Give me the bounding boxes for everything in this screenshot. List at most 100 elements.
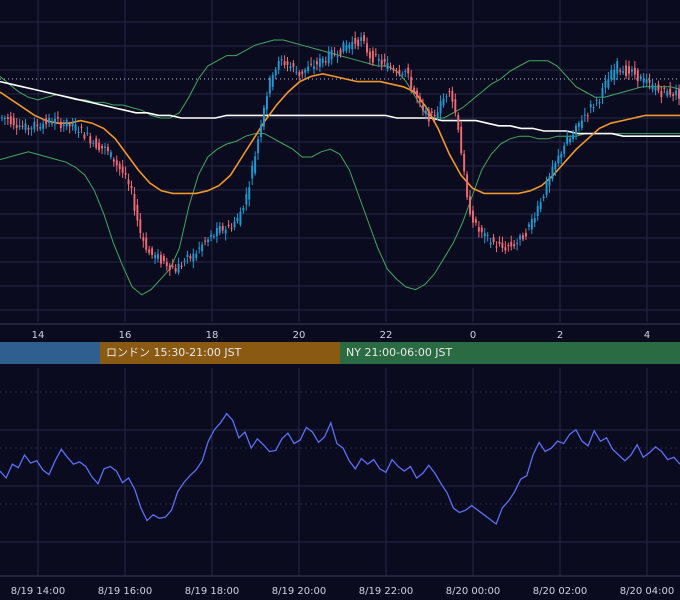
candle-body	[363, 35, 366, 42]
indicator-series-line	[0, 412, 680, 526]
candle-body	[24, 123, 27, 131]
candle-body	[74, 124, 77, 131]
candle-body	[566, 137, 569, 144]
candle-body	[95, 138, 98, 148]
candle-body	[315, 61, 318, 65]
candle-body	[239, 211, 242, 225]
candle-body	[257, 139, 260, 154]
candle-body	[327, 51, 330, 64]
candle-body	[630, 69, 633, 72]
candle-body	[619, 70, 622, 72]
indicator-x-tick-label: 8/19 18:00	[185, 586, 239, 597]
candle-body	[463, 153, 466, 172]
candle-body	[530, 219, 533, 230]
candle-body	[248, 187, 251, 200]
candle-body	[575, 125, 577, 135]
candle-body	[424, 110, 427, 114]
candle-body	[486, 234, 489, 236]
candle-body	[392, 68, 395, 71]
candle-body	[68, 124, 71, 127]
x-tick-label: 14	[32, 330, 45, 341]
candle-body	[489, 242, 492, 245]
candle-body	[301, 71, 304, 74]
candle-body	[215, 228, 218, 237]
candle-body	[298, 72, 301, 77]
candle-body	[27, 127, 30, 130]
candle-body	[115, 160, 118, 166]
candle-body	[204, 240, 207, 242]
candle-body	[648, 80, 651, 83]
candle-body	[410, 76, 413, 89]
candle-body	[136, 204, 139, 221]
indicator-chart[interactable]: 8/19 14:00 8/19 16:00 8/19 18:00 8/19 20:00…	[0, 368, 680, 600]
candle-body	[524, 232, 527, 237]
candle-body	[9, 116, 12, 125]
candle-body	[351, 41, 354, 50]
indicator-chart-grid	[0, 368, 680, 576]
candle-body	[545, 180, 548, 195]
candle-body	[109, 152, 112, 158]
candle-body	[663, 87, 666, 89]
x-tick-label: 22	[380, 330, 393, 341]
candle-body	[260, 125, 262, 137]
indicator-chart-x-axis: 8/19 14:00 8/19 16:00 8/19 18:00 8/19 20:00…	[0, 575, 680, 597]
price-chart-x-axis: 14 16 18 20 22 0 2 4	[0, 323, 680, 341]
candle-body	[419, 96, 421, 102]
price-chart[interactable]: 14 16 18 20 22 0 2 4	[0, 0, 680, 342]
candle-body	[371, 50, 374, 63]
candle-body	[583, 114, 586, 116]
candle-body	[221, 225, 224, 231]
candle-body	[598, 102, 601, 104]
candle-body	[339, 49, 342, 55]
indicator-x-tick-label: 8/20 02:00	[533, 586, 587, 597]
candle-body	[183, 261, 186, 263]
candle-body	[430, 111, 433, 113]
candle-body	[56, 117, 59, 119]
candle-body	[651, 84, 654, 90]
candle-body	[416, 90, 419, 98]
candle-body	[604, 81, 607, 88]
candle-body	[607, 78, 610, 88]
candle-body	[162, 256, 165, 262]
candle-body	[210, 235, 212, 237]
candle-body	[589, 104, 592, 108]
candle-body	[236, 217, 239, 222]
candle-body	[466, 174, 469, 198]
candle-body	[33, 121, 36, 130]
candle-body	[98, 142, 101, 151]
candle-body	[192, 253, 195, 262]
candle-body	[286, 61, 289, 65]
candle-body	[610, 70, 613, 80]
candle-body	[36, 124, 39, 126]
candle-body	[245, 194, 248, 205]
candle-body	[254, 156, 257, 174]
candle-body	[151, 248, 154, 255]
candle-body	[280, 59, 283, 61]
candle-body	[145, 237, 148, 250]
candle-body	[401, 73, 404, 75]
candle-body	[404, 71, 407, 73]
candle-body	[539, 202, 542, 210]
candle-body	[442, 98, 445, 106]
candle-body	[62, 125, 65, 127]
candle-body	[180, 265, 183, 267]
candle-body	[451, 90, 454, 102]
candle-body	[77, 131, 80, 133]
candle-body	[51, 123, 53, 125]
candle-body	[601, 87, 604, 98]
candle-body	[268, 77, 271, 94]
candle-body	[159, 254, 162, 264]
candle-body	[580, 120, 583, 128]
candle-body	[557, 155, 560, 163]
candle-body	[130, 185, 133, 189]
candle-body	[374, 53, 377, 55]
candle-body	[292, 63, 295, 67]
candle-body	[80, 126, 83, 128]
candle-body	[357, 39, 360, 46]
candle-body	[324, 61, 327, 63]
candle-body	[139, 219, 142, 233]
candle-body	[148, 249, 151, 253]
candle-body	[471, 210, 474, 223]
candle-body	[536, 205, 539, 217]
candle-body	[533, 218, 536, 223]
